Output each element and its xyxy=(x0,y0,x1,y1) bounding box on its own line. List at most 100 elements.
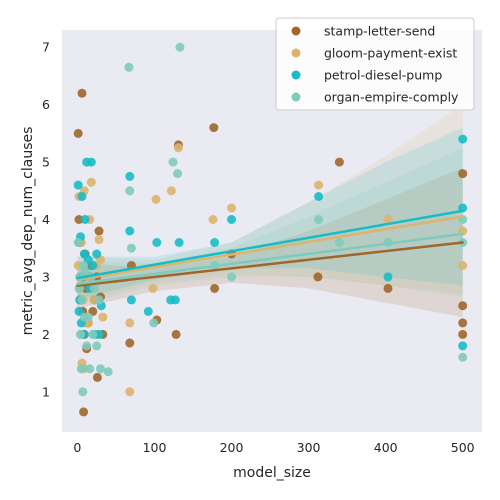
trend-line-petrol-diesel-pump xyxy=(76,209,464,280)
x-axis-label: model_size xyxy=(233,465,311,481)
data-point-petrol-diesel-pump xyxy=(174,238,184,247)
data-point-organ-empire-comply xyxy=(458,352,468,362)
x-tick-label: 400 xyxy=(374,440,398,455)
data-point-organ-empire-comply xyxy=(73,238,83,247)
data-point-petrol-diesel-pump xyxy=(383,272,393,282)
data-point-petrol-diesel-pump xyxy=(227,215,236,224)
legend-marker-petrol-diesel-pump xyxy=(291,70,301,80)
legend: stamp-letter-send gloom-payment-exist petr… xyxy=(275,17,475,111)
y-tick-label: 5 xyxy=(42,155,50,170)
data-point-organ-empire-comply xyxy=(88,329,98,339)
data-point-petrol-diesel-pump xyxy=(88,261,98,270)
legend-label-petrol-diesel-pump: petrol-diesel-pump xyxy=(324,68,442,83)
data-point-gloom-payment-exist xyxy=(86,177,96,187)
data-point-gloom-payment-exist xyxy=(125,387,135,397)
data-point-stamp-letter-send xyxy=(92,372,102,382)
trend-line-gloom-payment-exist xyxy=(76,215,464,282)
x-tick-label: 500 xyxy=(451,440,475,455)
data-point-organ-empire-comply xyxy=(85,364,95,374)
y-tick-label: 4 xyxy=(42,212,50,227)
data-point-organ-empire-comply xyxy=(175,42,185,52)
scatter-points xyxy=(73,42,468,417)
y-tick-label: 2 xyxy=(42,327,50,342)
x-tick-label: 300 xyxy=(297,440,321,455)
data-point-petrol-diesel-pump xyxy=(143,306,153,316)
data-point-stamp-letter-send xyxy=(94,226,104,236)
data-point-organ-empire-comply xyxy=(92,341,102,351)
legend-marker-stamp-letter-send xyxy=(291,26,301,36)
confidence-band-organ-empire-comply xyxy=(77,147,463,306)
data-point-organ-empire-comply xyxy=(77,295,87,305)
data-point-stamp-letter-send xyxy=(458,301,468,311)
legend-label-gloom-payment-exist: gloom-payment-exist xyxy=(324,46,457,61)
data-point-organ-empire-comply xyxy=(76,364,86,374)
y-tick-label: 6 xyxy=(42,97,50,112)
data-point-organ-empire-comply xyxy=(94,295,104,305)
data-point-petrol-diesel-pump xyxy=(210,238,220,247)
trend-lines xyxy=(76,209,464,287)
data-point-stamp-letter-send xyxy=(458,329,468,339)
data-point-petrol-diesel-pump xyxy=(86,157,96,167)
data-point-stamp-letter-send xyxy=(77,88,87,98)
data-point-gloom-payment-exist xyxy=(383,215,393,224)
data-point-gloom-payment-exist xyxy=(227,203,236,213)
data-point-organ-empire-comply xyxy=(149,318,159,328)
x-tick-label: 100 xyxy=(143,440,167,455)
data-point-organ-empire-comply xyxy=(227,272,236,282)
data-point-stamp-letter-send xyxy=(73,128,83,138)
data-point-gloom-payment-exist xyxy=(173,143,183,153)
data-point-stamp-letter-send xyxy=(210,283,220,293)
data-point-organ-empire-comply xyxy=(314,215,324,224)
x-tick-label: 0 xyxy=(73,440,81,455)
y-tick-label: 1 xyxy=(42,384,50,399)
data-point-petrol-diesel-pump xyxy=(73,180,83,190)
data-point-gloom-payment-exist xyxy=(458,261,468,270)
data-point-petrol-diesel-pump xyxy=(152,238,162,247)
x-tick-label: 200 xyxy=(220,440,244,455)
data-point-organ-empire-comply xyxy=(334,238,344,247)
data-point-organ-empire-comply xyxy=(173,169,183,179)
legend-box xyxy=(275,17,475,111)
legend-label-organ-empire-comply: organ-empire-comply xyxy=(324,90,459,105)
data-point-stamp-letter-send xyxy=(334,157,344,167)
data-point-stamp-letter-send xyxy=(171,329,181,339)
data-point-organ-empire-comply xyxy=(83,312,93,322)
data-point-organ-empire-comply xyxy=(124,62,134,72)
data-point-petrol-diesel-pump xyxy=(92,249,102,259)
data-point-stamp-letter-send xyxy=(458,169,468,179)
data-point-organ-empire-comply xyxy=(89,283,99,293)
data-point-gloom-payment-exist xyxy=(151,194,161,204)
y-tick-label: 7 xyxy=(42,40,50,55)
data-point-petrol-diesel-pump xyxy=(80,215,90,224)
confidence-band-petrol-diesel-pump xyxy=(77,127,463,300)
data-point-petrol-diesel-pump xyxy=(74,306,84,316)
y-axis-label: metric_avg_dep_num_clauses xyxy=(20,127,36,336)
data-point-gloom-payment-exist xyxy=(208,215,218,224)
data-point-gloom-payment-exist xyxy=(148,283,158,293)
data-point-gloom-payment-exist xyxy=(98,312,108,322)
trend-line-stamp-letter-send xyxy=(76,241,464,287)
data-point-organ-empire-comply xyxy=(103,367,113,377)
data-point-stamp-letter-send xyxy=(383,283,393,293)
legend-marker-organ-empire-comply xyxy=(291,92,301,102)
data-point-organ-empire-comply xyxy=(80,266,90,276)
data-point-petrol-diesel-pump xyxy=(170,295,180,305)
data-point-petrol-diesel-pump xyxy=(458,341,468,351)
data-point-organ-empire-comply xyxy=(168,157,178,167)
y-axis-ticks: 1 2 3 4 5 6 7 xyxy=(42,40,50,400)
data-point-stamp-letter-send xyxy=(313,272,323,282)
data-point-organ-empire-comply xyxy=(125,186,135,196)
data-point-gloom-payment-exist xyxy=(166,186,176,196)
data-point-stamp-letter-send xyxy=(79,407,89,417)
trend-line-organ-empire-comply xyxy=(76,232,464,286)
x-axis-ticks: 0 100 200 300 400 500 xyxy=(73,440,474,455)
data-point-stamp-letter-send xyxy=(125,338,135,348)
data-point-petrol-diesel-pump xyxy=(77,192,87,201)
data-point-stamp-letter-send xyxy=(209,123,219,133)
data-point-stamp-letter-send xyxy=(458,318,468,328)
data-point-gloom-payment-exist xyxy=(125,318,135,328)
data-point-petrol-diesel-pump xyxy=(125,226,135,236)
data-point-organ-empire-comply xyxy=(76,329,85,339)
data-point-petrol-diesel-pump xyxy=(314,192,324,201)
